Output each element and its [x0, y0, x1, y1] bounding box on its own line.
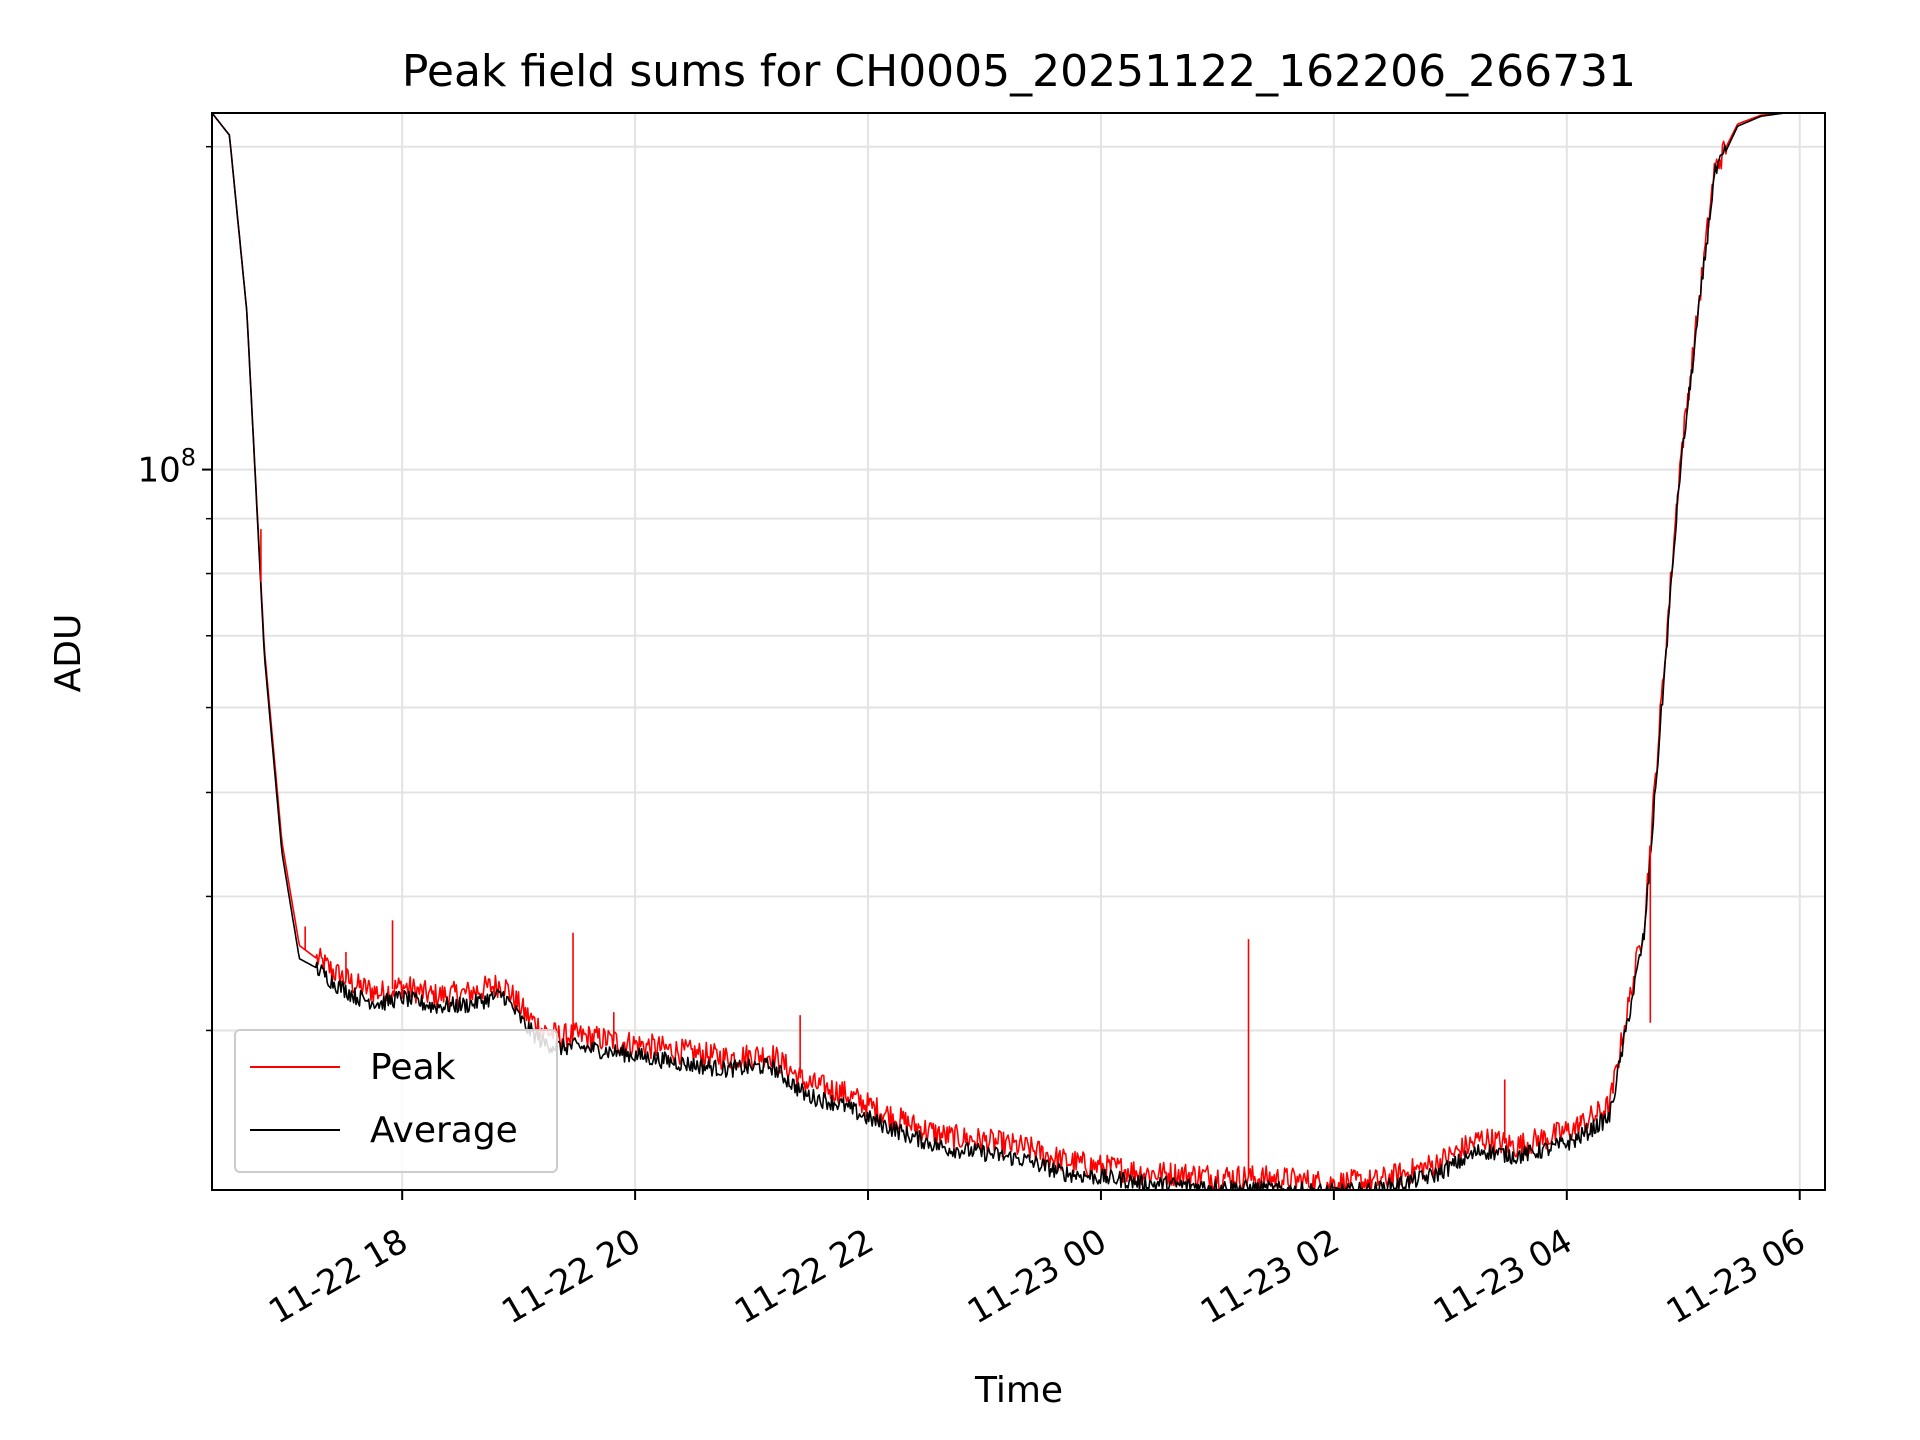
chart-title: Peak field sums for CH0005_20251122_1622…	[402, 46, 1636, 97]
x-axis-label: Time	[974, 1370, 1063, 1411]
plot-frame	[211, 112, 1826, 1191]
legend-label-peak: Peak	[370, 1046, 456, 1088]
legend: Peak Average	[234, 1029, 558, 1173]
legend-label-average: Average	[370, 1109, 518, 1151]
series-line-average	[211, 112, 1825, 1191]
legend-swatch-average	[250, 1129, 340, 1131]
series-layer	[211, 112, 1825, 1191]
x-tick-label: 11-22 22	[728, 1221, 880, 1332]
x-tick-label: 11-23 04	[1427, 1221, 1579, 1332]
y-ticks: 108	[137, 145, 212, 1032]
x-tick-label: 11-23 02	[1194, 1221, 1346, 1332]
x-tick-label: 11-22 20	[495, 1221, 647, 1332]
x-tick-label: 11-23 00	[961, 1221, 1113, 1332]
x-ticks: 11-22 18 11-22 20 11-22 22 11-23 00 11-23 02…	[262, 1190, 1812, 1332]
legend-item-peak: Peak	[250, 1046, 456, 1088]
x-tick-label: 11-22 18	[262, 1221, 414, 1332]
x-tick-label: 11-23 06	[1660, 1221, 1812, 1332]
y-tick-label: 108	[137, 444, 196, 491]
y-axis-label: ADU	[48, 614, 89, 693]
grid	[212, 113, 1825, 1190]
legend-item-average: Average	[250, 1109, 518, 1151]
legend-swatch-peak	[250, 1066, 340, 1068]
